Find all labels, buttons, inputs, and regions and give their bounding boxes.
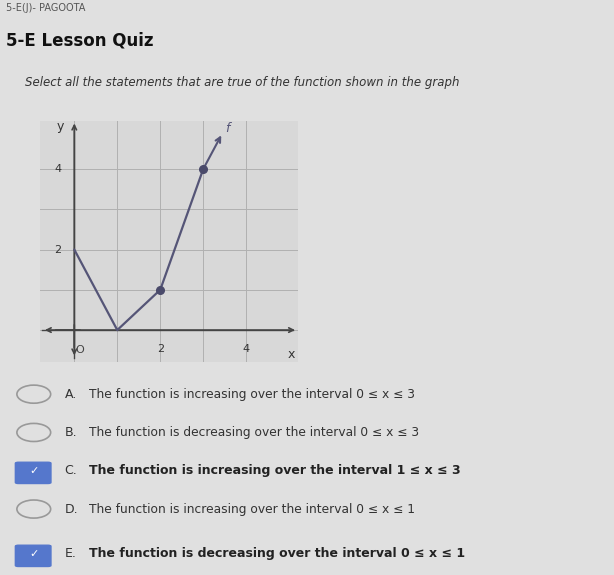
Text: E.: E. xyxy=(64,547,76,560)
FancyBboxPatch shape xyxy=(15,545,51,566)
FancyBboxPatch shape xyxy=(15,462,51,484)
Text: x: x xyxy=(287,348,295,361)
Text: D.: D. xyxy=(64,503,78,516)
Text: The function is increasing over the interval 0 ≤ x ≤ 1: The function is increasing over the inte… xyxy=(89,503,415,516)
Text: y: y xyxy=(57,120,64,133)
Text: f: f xyxy=(225,122,229,135)
Text: ✓: ✓ xyxy=(29,466,39,476)
Text: 2: 2 xyxy=(157,344,164,354)
Text: The function is decreasing over the interval 0 ≤ x ≤ 3: The function is decreasing over the inte… xyxy=(89,426,419,439)
Text: 4: 4 xyxy=(243,344,250,354)
Text: The function is increasing over the interval 0 ≤ x ≤ 3: The function is increasing over the inte… xyxy=(89,388,415,401)
Text: 5-E Lesson Quiz: 5-E Lesson Quiz xyxy=(6,31,154,49)
Text: ✓: ✓ xyxy=(29,549,39,559)
Text: The function is increasing over the interval 1 ≤ x ≤ 3: The function is increasing over the inte… xyxy=(89,464,460,477)
Text: 5-E(J)- PAGOOTA: 5-E(J)- PAGOOTA xyxy=(6,3,85,13)
Text: 4: 4 xyxy=(54,164,61,174)
Text: C.: C. xyxy=(64,464,77,477)
Text: B.: B. xyxy=(64,426,77,439)
Text: 2: 2 xyxy=(54,244,61,255)
Text: The function is decreasing over the interval 0 ≤ x ≤ 1: The function is decreasing over the inte… xyxy=(89,547,465,560)
Text: A.: A. xyxy=(64,388,77,401)
Text: O: O xyxy=(75,346,84,355)
Text: Select all the statements that are true of the function shown in the graph: Select all the statements that are true … xyxy=(25,76,459,89)
